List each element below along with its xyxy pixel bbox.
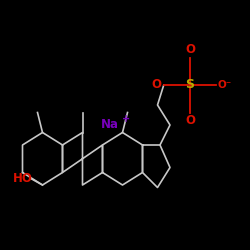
Text: HO: HO: [12, 172, 32, 185]
Text: +: +: [122, 114, 130, 124]
Text: O⁻: O⁻: [218, 80, 232, 90]
Text: O: O: [152, 78, 162, 92]
Text: Na: Na: [101, 118, 119, 132]
Text: O: O: [185, 114, 195, 127]
Text: S: S: [186, 78, 194, 92]
Text: O: O: [185, 43, 195, 56]
